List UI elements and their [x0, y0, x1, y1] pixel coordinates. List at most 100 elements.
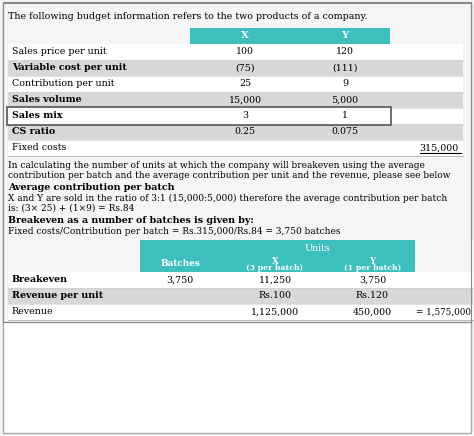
Bar [390, 28, 463, 44]
Bar [300, 108, 390, 124]
Text: 3: 3 [242, 112, 248, 120]
Bar [140, 256, 220, 272]
Text: X: X [272, 257, 278, 266]
Text: (1 per batch): (1 per batch) [344, 263, 401, 272]
Bar [300, 28, 390, 44]
Bar [390, 44, 463, 60]
Bar [190, 28, 300, 44]
Bar [300, 44, 390, 60]
Text: In calculating the number of units at which the company will breakeven using the: In calculating the number of units at wh… [8, 161, 425, 170]
Text: 1,125,000: 1,125,000 [251, 307, 299, 317]
Bar [330, 288, 415, 304]
Bar [415, 304, 473, 320]
Bar [3, 2, 471, 322]
Bar [330, 304, 415, 320]
Text: 100: 100 [236, 48, 254, 57]
Text: Y: Y [369, 257, 375, 266]
Text: CS ratio: CS ratio [12, 127, 55, 136]
Bar [220, 272, 330, 288]
Bar [8, 124, 190, 140]
Bar [300, 60, 390, 76]
Bar [390, 92, 463, 108]
Text: 450,000: 450,000 [353, 307, 392, 317]
Text: 3,750: 3,750 [359, 276, 386, 285]
Bar [220, 256, 330, 272]
Bar [220, 240, 415, 256]
Bar [415, 288, 473, 304]
Text: 315,000: 315,000 [420, 143, 459, 153]
Text: Units: Units [305, 243, 330, 252]
Bar [415, 272, 473, 288]
Text: 25: 25 [239, 79, 251, 89]
Bar [190, 140, 300, 156]
Bar [300, 140, 390, 156]
Text: Revenue: Revenue [12, 307, 54, 317]
Text: (3 per batch): (3 per batch) [246, 263, 303, 272]
Text: Fixed costs/Contribution per batch = Rs.315,000/Rs.84 = 3,750 batches: Fixed costs/Contribution per batch = Rs.… [8, 227, 340, 236]
Text: 0.25: 0.25 [235, 127, 255, 136]
Text: Contribution per unit: Contribution per unit [12, 79, 115, 89]
Bar [8, 272, 140, 288]
Bar [220, 304, 330, 320]
Text: Variable cost per unit: Variable cost per unit [12, 64, 127, 72]
Text: Batches: Batches [160, 259, 200, 269]
Bar [300, 124, 390, 140]
Text: Breakeven as a number of batches is given by:: Breakeven as a number of batches is give… [8, 216, 254, 225]
Bar [190, 124, 300, 140]
Bar [390, 76, 463, 92]
Bar [415, 256, 473, 272]
Bar [8, 140, 190, 156]
Bar [140, 304, 220, 320]
Bar [8, 28, 190, 44]
Bar [220, 288, 330, 304]
Text: Rs.120: Rs.120 [356, 292, 389, 300]
Bar [300, 76, 390, 92]
Text: X and Y are sold in the ratio of 3:1 (15,000:5,000) therefore the average contri: X and Y are sold in the ratio of 3:1 (15… [8, 194, 447, 203]
Bar [140, 272, 220, 288]
Text: Breakeven: Breakeven [12, 276, 68, 285]
Bar [8, 288, 140, 304]
Bar [190, 108, 300, 124]
Text: X: X [241, 31, 249, 41]
Text: 11,250: 11,250 [258, 276, 292, 285]
Text: = 1,575,000: = 1,575,000 [417, 307, 472, 317]
Text: Sales volume: Sales volume [12, 95, 82, 105]
Text: 3,750: 3,750 [166, 276, 193, 285]
Bar [8, 76, 190, 92]
Text: 5,000: 5,000 [331, 95, 358, 105]
Bar [8, 304, 140, 320]
Bar [190, 44, 300, 60]
Bar [7, 107, 391, 125]
Text: Rs.100: Rs.100 [258, 292, 292, 300]
Text: Y: Y [341, 31, 348, 41]
Text: Sales mix: Sales mix [12, 112, 63, 120]
Text: 1: 1 [342, 112, 348, 120]
Text: 0.075: 0.075 [331, 127, 358, 136]
Bar [390, 124, 463, 140]
Bar [415, 240, 473, 256]
Bar [140, 288, 220, 304]
Bar [8, 256, 140, 272]
Bar [390, 140, 463, 156]
Bar [330, 256, 415, 272]
Text: Revenue per unit: Revenue per unit [12, 292, 103, 300]
Bar [8, 92, 190, 108]
Bar [390, 60, 463, 76]
Text: 120: 120 [336, 48, 354, 57]
Bar [140, 240, 220, 256]
Bar [300, 92, 390, 108]
Text: Fixed costs: Fixed costs [12, 143, 66, 153]
Bar [330, 272, 415, 288]
Bar [8, 108, 190, 124]
Bar [8, 240, 140, 256]
Text: contribution per batch and the average contribution per unit and the revenue, pl: contribution per batch and the average c… [8, 171, 450, 180]
Text: (75): (75) [235, 64, 255, 72]
Bar [8, 44, 190, 60]
Bar [390, 108, 463, 124]
Bar [190, 60, 300, 76]
Bar [190, 92, 300, 108]
Text: Average contribution per batch: Average contribution per batch [8, 183, 174, 192]
Bar [8, 60, 190, 76]
Text: The following budget information refers to the two products of a company.: The following budget information refers … [8, 12, 368, 21]
Text: 15,000: 15,000 [228, 95, 262, 105]
